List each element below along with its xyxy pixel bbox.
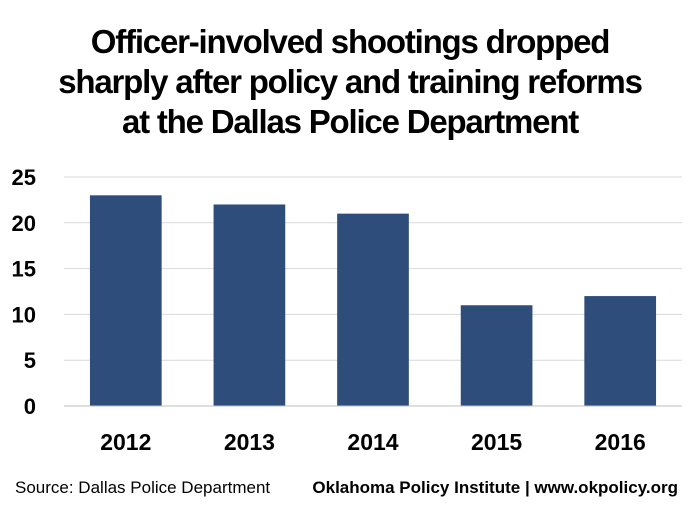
x-axis: 2012 2013 2014 2015 2016: [64, 405, 682, 455]
x-tick-label-2013: 2013: [224, 429, 275, 455]
bar-2012: [89, 195, 162, 406]
y-tick-label-10: 10: [12, 302, 36, 327]
bar-2016: [584, 296, 657, 406]
x-tick-label-2014: 2014: [347, 429, 398, 455]
y-tick-label-25: 25: [12, 165, 36, 190]
x-tick-label-2015: 2015: [471, 429, 522, 455]
bars: [89, 195, 657, 406]
bar-2015: [460, 305, 533, 406]
y-tick-label-20: 20: [12, 211, 36, 236]
bar-2013: [213, 204, 286, 406]
chart-title-line-2: sharply after policy and training reform…: [58, 63, 643, 100]
chart-title-line-3: at the Dallas Police Department: [121, 103, 579, 140]
chart-title-line-1: Officer-involved shootings dropped: [90, 23, 611, 60]
y-tick-label-5: 5: [24, 348, 36, 373]
bar-2014: [337, 213, 409, 406]
source-note: Source: Dallas Police Department: [15, 478, 271, 497]
credit-note: Oklahoma Policy Institute | www.okpolicy…: [312, 478, 678, 497]
x-tick-label-2012: 2012: [100, 429, 151, 455]
y-tick-label-0: 0: [24, 394, 36, 419]
y-axis: 0 5 10 15 20 25: [12, 165, 36, 419]
x-tick-label-2016: 2016: [595, 429, 646, 455]
chart-title: Officer-involved shootings dropped sharp…: [0, 22, 700, 142]
y-tick-label-15: 15: [12, 257, 36, 282]
